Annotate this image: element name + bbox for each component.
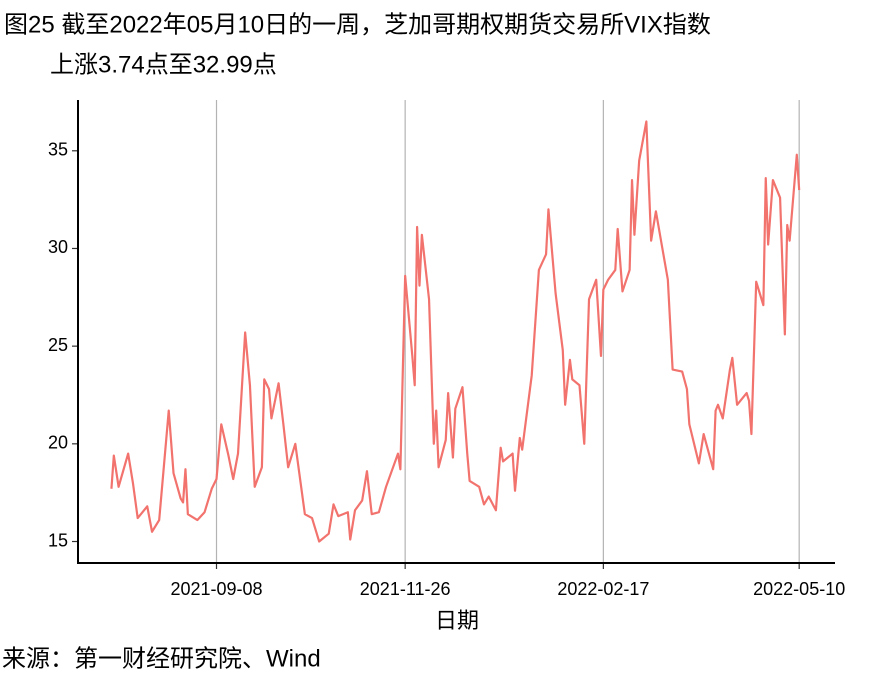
- y-tick-label: 20: [48, 433, 68, 453]
- chart-title: 图25 截至2022年05月10日的一周，芝加哥期权期货交易所VIX指数: [4, 11, 711, 38]
- x-tick-label: 2021-09-08: [170, 579, 262, 599]
- x-tick-label: 2022-05-10: [753, 579, 845, 599]
- chart-title: 上涨3.74点至32.99点: [50, 51, 277, 78]
- y-tick-label: 35: [48, 140, 68, 160]
- source-note: 来源：第一财经研究院、Wind: [2, 645, 321, 672]
- data-line: [110, 120, 801, 543]
- x-axis-label: 日期: [435, 608, 479, 633]
- x-tick-label: 2021-11-26: [360, 579, 451, 599]
- x-tick-label: 2022-02-17: [557, 579, 649, 599]
- y-tick-label: 25: [48, 335, 68, 355]
- y-tick-label: 15: [48, 530, 68, 550]
- y-tick-label: 30: [48, 237, 68, 257]
